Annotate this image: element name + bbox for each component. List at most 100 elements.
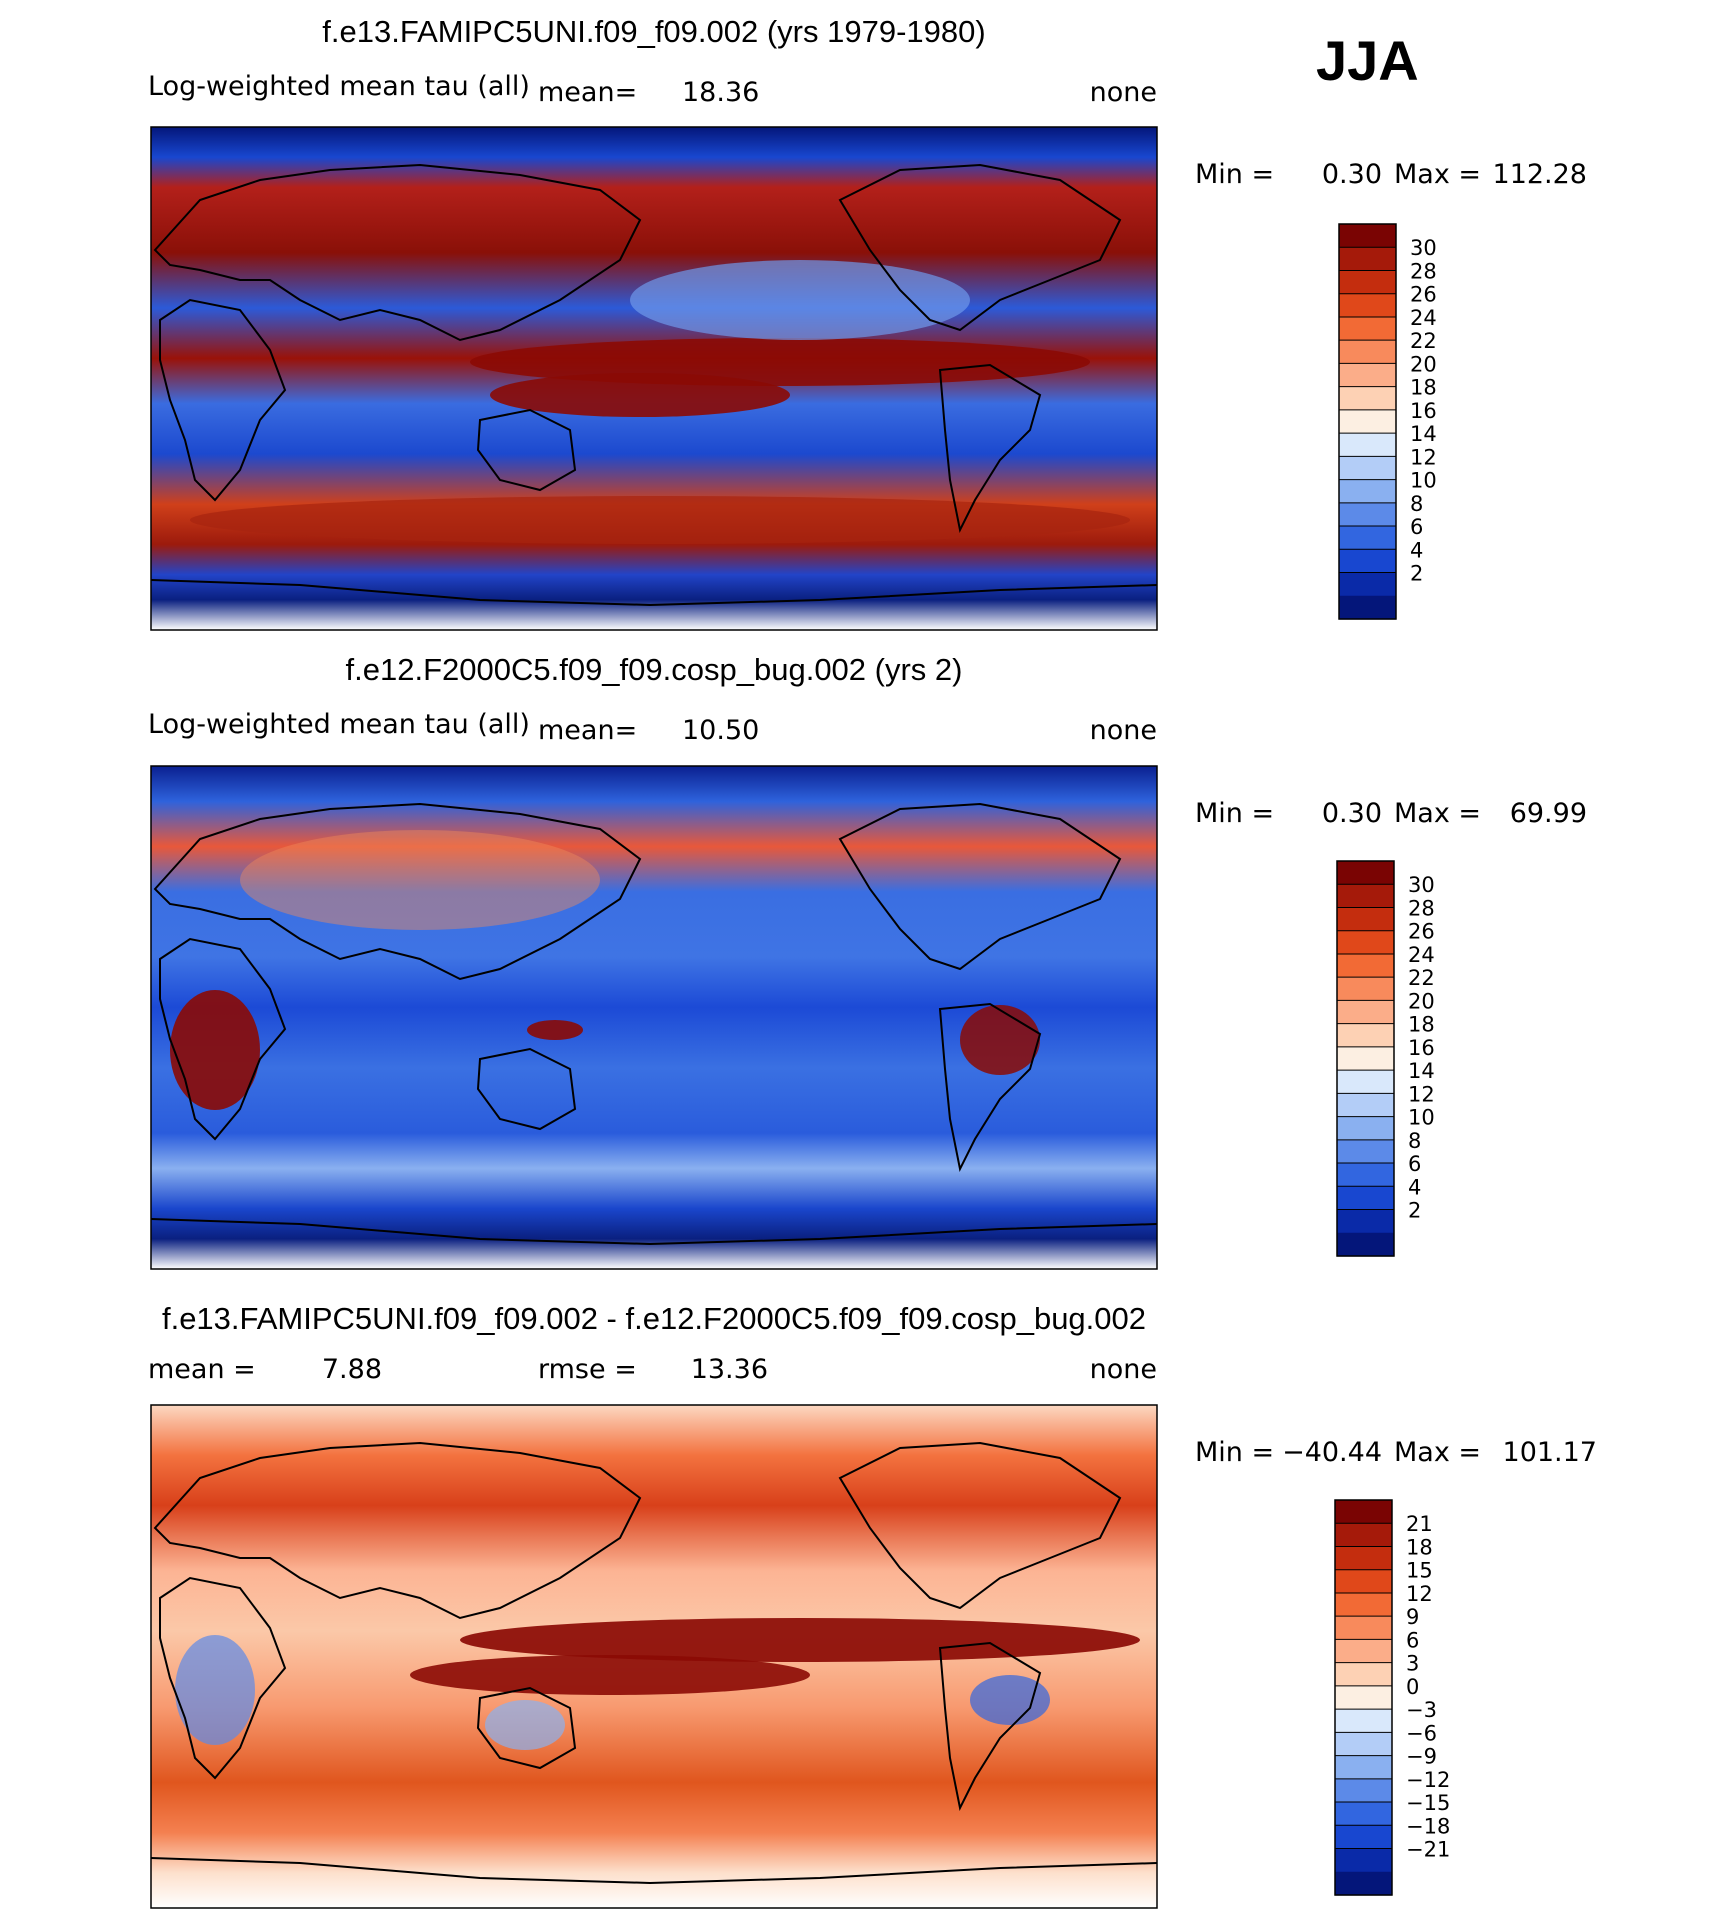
panel-2-coast-africa — [159, 937, 287, 1141]
colorbar-swatch — [1337, 1046, 1394, 1071]
colorbar-tick-label: 8 — [1410, 492, 1423, 516]
panel-2-coast-antarctica — [151, 1218, 1157, 1246]
colorbar-swatch — [1337, 1139, 1394, 1164]
panel-3-min-label: Min = — [1195, 1437, 1274, 1468]
colorbar-tick-label: 0 — [1406, 1675, 1419, 1699]
panel-1-units: none — [1090, 77, 1157, 108]
panel-1-mean-value: 18.36 — [682, 77, 759, 108]
panel-1-coast-australia — [476, 408, 577, 492]
panel-3-mean-value: 7.88 — [322, 1354, 382, 1385]
colorbar-tick-label: 4 — [1408, 1175, 1421, 1199]
colorbar-tick-label: 28 — [1410, 259, 1437, 283]
colorbar-tick-label: −18 — [1406, 1814, 1450, 1838]
colorbar-swatch — [1339, 247, 1396, 272]
panel-2-title: f.e12.F2000C5.f09_f09.cosp_bug.002 (yrs … — [346, 652, 963, 687]
colorbar-tick-label: 4 — [1410, 538, 1423, 562]
panel-1-variable: Log-weighted mean tau (all) — [148, 71, 530, 102]
colorbar-swatch — [1335, 1778, 1392, 1803]
panel-1-map — [151, 127, 1157, 630]
colorbar-swatch — [1337, 1209, 1394, 1234]
colorbar-tick-label: 6 — [1406, 1628, 1419, 1652]
colorbar-frame — [1336, 860, 1395, 1257]
panel-1-min-label: Min = — [1195, 159, 1274, 190]
colorbar-swatch — [1337, 907, 1394, 932]
colorbar-tick-label: −12 — [1406, 1768, 1450, 1792]
colorbar-tick-label: 6 — [1410, 515, 1423, 539]
season-label: JJA — [1316, 29, 1419, 92]
panel-1-east-pacific-blue — [630, 260, 970, 340]
colorbar-swatch — [1337, 1186, 1394, 1211]
colorbar-swatch — [1335, 1871, 1392, 1896]
colorbar-tick-label: 18 — [1410, 376, 1437, 400]
colorbar-tick-label: 21 — [1406, 1512, 1433, 1536]
colorbar-tick-label: 15 — [1406, 1559, 1433, 1583]
colorbar-tick-label: 16 — [1410, 399, 1437, 423]
colorbar-swatch — [1339, 549, 1396, 574]
panel-1-coast-eurasia — [153, 163, 642, 342]
colorbar-tick-label: 10 — [1410, 469, 1437, 493]
panel-3-australia-blue — [485, 1700, 565, 1750]
panel-1-warm-pool — [490, 373, 790, 417]
colorbar-tick-label: 9 — [1406, 1605, 1419, 1629]
colorbar-tick-label: 20 — [1410, 352, 1437, 376]
colorbar-swatch — [1339, 456, 1396, 481]
panel-3-max-label: Max = — [1394, 1437, 1481, 1468]
colorbar-tick-label: 26 — [1410, 283, 1437, 307]
colorbar-tick-label: 6 — [1408, 1152, 1421, 1176]
colorbar-swatch — [1337, 977, 1394, 1002]
panel-3-coastlines — [151, 1441, 1157, 1885]
colorbar-frame — [1338, 223, 1397, 620]
panel-1-title: f.e13.FAMIPC5UNI.f09_f09.002 (yrs 1979-1… — [322, 14, 985, 49]
colorbar-swatch — [1335, 1825, 1392, 1850]
panel-2-units: none — [1090, 715, 1157, 746]
colorbar-swatch — [1339, 433, 1396, 457]
colorbar-tick-label: 22 — [1408, 966, 1435, 990]
colorbar-frame — [1334, 1499, 1393, 1896]
panel-3-coast-antarctica — [151, 1857, 1157, 1885]
colorbar-tick-label: 30 — [1408, 873, 1435, 897]
colorbar-swatch — [1339, 479, 1396, 504]
panel-3-coast-africa — [159, 1576, 287, 1780]
colorbar-tick-label: 14 — [1408, 1059, 1435, 1083]
colorbar-swatch — [1339, 270, 1396, 295]
panel-1-coastlines — [151, 163, 1157, 607]
colorbar-swatch — [1337, 1070, 1394, 1094]
colorbar-swatch — [1335, 1639, 1392, 1664]
colorbar-swatch — [1337, 861, 1394, 885]
panel-3-map — [151, 1405, 1157, 1908]
colorbar-tick-label: 12 — [1406, 1582, 1433, 1606]
colorbar-swatch — [1335, 1848, 1392, 1873]
colorbar-tick-label: 24 — [1410, 306, 1437, 330]
colorbar-swatch — [1339, 316, 1396, 341]
panel-2-asia-mixed — [240, 830, 600, 930]
panel-3-warm-pool — [410, 1655, 810, 1695]
colorbar-swatch — [1335, 1592, 1392, 1617]
panel-3-coast-australia — [476, 1686, 577, 1770]
colorbar-swatch — [1339, 293, 1396, 318]
panel-2-variable: Log-weighted mean tau (all) — [148, 709, 530, 740]
colorbar-swatch — [1339, 224, 1396, 248]
panel-2-min-label: Min = — [1195, 798, 1274, 829]
colorbar-swatch — [1337, 930, 1394, 955]
panel-2-min-value: 0.30 — [1322, 798, 1382, 829]
colorbar-tick-label: 14 — [1410, 422, 1437, 446]
colorbar-tick-label: −3 — [1406, 1698, 1437, 1722]
panel-3-rmse-value: 13.36 — [691, 1354, 768, 1385]
panel-2-new-guinea-red — [527, 1020, 583, 1040]
panel-2: f.e12.F2000C5.f09_f09.cosp_bug.002 (yrs … — [148, 652, 1587, 1270]
colorbar-tick-label: −21 — [1406, 1838, 1450, 1862]
panel-1: f.e13.FAMIPC5UNI.f09_f09.002 (yrs 1979-1… — [148, 14, 1587, 631]
panel-3-coast-north-america — [838, 1441, 1122, 1610]
colorbar-swatch — [1337, 884, 1394, 909]
colorbar-swatch — [1337, 1163, 1394, 1187]
colorbar-tick-label: −9 — [1406, 1745, 1437, 1769]
colorbar-swatch — [1335, 1500, 1392, 1524]
panel-3-title: f.e13.FAMIPC5UNI.f09_f09.002 - f.e12.F20… — [162, 1301, 1146, 1336]
panel-3-mean-label: mean = — [148, 1354, 256, 1385]
panel-2-coast-south-america — [938, 1002, 1042, 1173]
panel-1-min-value: 0.30 — [1322, 159, 1382, 190]
colorbar-tick-label: 24 — [1408, 943, 1435, 967]
panel-1-frame — [150, 126, 1158, 631]
